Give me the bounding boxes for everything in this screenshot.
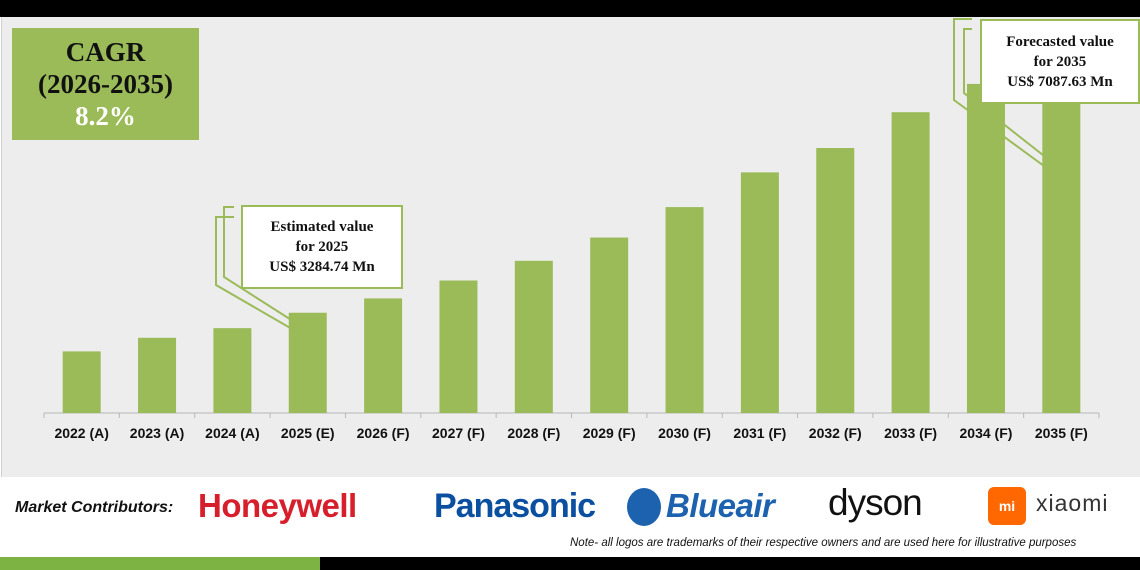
blueair-icon xyxy=(627,488,661,526)
bar-2023 xyxy=(138,337,177,413)
x-tick-label: 2031 (F) xyxy=(733,425,786,441)
callout-2035-line2: for 2035 xyxy=(1033,53,1087,70)
bar-2025 xyxy=(288,312,327,413)
x-tick-label: 2023 (A) xyxy=(130,425,184,441)
x-tick-label: 2025 (E) xyxy=(281,425,335,441)
estimated-value-callout: Estimated value for 2025 US$ 3284.74 Mn xyxy=(241,205,403,289)
cagr-value: 8.2% xyxy=(75,101,136,131)
bar-2034 xyxy=(966,83,1005,414)
bar-2030 xyxy=(665,207,704,413)
trademark-note: Note- all logos are trademarks of their … xyxy=(570,537,1077,549)
callout-2035-connector-inner xyxy=(963,28,1049,160)
x-tick-label: 2030 (F) xyxy=(658,425,711,441)
panasonic-logo: Panasonic xyxy=(434,487,596,525)
bottom-accent-bar xyxy=(0,557,320,570)
callout-2025-connector-inner xyxy=(223,206,297,324)
x-tick-label: 2024 (A) xyxy=(205,425,259,441)
bar-2026 xyxy=(364,298,403,413)
cagr-box: CAGR (2026-2035) 8.2% xyxy=(12,28,199,140)
footer-band xyxy=(0,477,1140,557)
cagr-label: CAGR xyxy=(65,37,146,67)
callout-2025-line2: for 2025 xyxy=(295,239,349,255)
x-tick-label: 2032 (F) xyxy=(809,425,862,441)
xiaomi-logo: xiaomi xyxy=(1036,490,1109,516)
callout-2035-line1: Forecasted value xyxy=(1006,33,1114,50)
x-tick-label: 2027 (F) xyxy=(432,425,485,441)
top-title-bar xyxy=(0,0,1140,17)
bar-2029 xyxy=(590,237,629,413)
bar-2033 xyxy=(891,112,930,413)
callout-2025-line1: Estimated value xyxy=(270,219,374,235)
cagr-period: (2026-2035) xyxy=(38,69,173,99)
bar-2024 xyxy=(213,328,252,413)
bar-2027 xyxy=(439,280,478,413)
bar-2022 xyxy=(62,351,101,413)
bar-2032 xyxy=(816,148,855,413)
dyson-logo: dyson xyxy=(828,482,923,523)
x-tick-label: 2022 (A) xyxy=(54,425,108,441)
chart-panel: 2022 (A) 2023 (A) 2024 (A) 2025 (E) 2026 (F)… xyxy=(1,17,1140,477)
callout-2025-line3: US$ 3284.74 Mn xyxy=(269,259,375,275)
callout-2035-line3: US$ 7087.63 Mn xyxy=(1007,73,1113,90)
market-contributors-label: Market Contributors: xyxy=(15,499,174,516)
x-tick-label: 2029 (F) xyxy=(583,425,636,441)
x-tick-label: 2034 (F) xyxy=(960,425,1013,441)
forecasted-value-callout: Forecasted value for 2035 US$ 7087.63 Mn xyxy=(980,19,1140,104)
bar-2028 xyxy=(514,260,553,413)
bar-2031 xyxy=(740,172,779,413)
xiaomi-mi-icon: mi xyxy=(988,487,1026,525)
x-tick-label: 2035 (F) xyxy=(1035,425,1088,441)
x-tick-label: 2028 (F) xyxy=(507,425,560,441)
x-tick-label: 2026 (F) xyxy=(357,425,410,441)
blueair-logo: Blueair xyxy=(666,487,775,524)
honeywell-logo: Honeywell xyxy=(198,487,357,524)
x-tick-label: 2033 (F) xyxy=(884,425,937,441)
